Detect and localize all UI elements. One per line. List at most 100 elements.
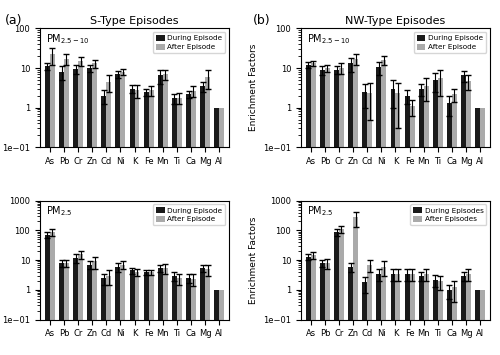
Bar (219, 108, 224, 355)
Bar (447, 290, 452, 355)
Bar (376, 67, 382, 355)
Bar (144, 92, 148, 355)
Bar (334, 232, 339, 355)
Bar (73, 69, 78, 355)
Bar (172, 98, 177, 355)
Bar (334, 70, 339, 355)
Bar (396, 274, 400, 355)
Bar (376, 274, 382, 355)
Bar (120, 72, 126, 355)
Text: PM$_{2.5}$: PM$_{2.5}$ (306, 204, 334, 218)
Bar (59, 72, 64, 355)
Legend: During Episode, After Episode: During Episode, After Episode (153, 32, 226, 53)
Bar (325, 263, 330, 355)
Bar (102, 278, 106, 355)
Bar (205, 77, 210, 355)
Bar (461, 275, 466, 355)
Bar (130, 89, 134, 355)
Bar (424, 86, 428, 355)
Bar (177, 98, 182, 355)
Bar (106, 275, 112, 355)
Bar (320, 263, 325, 355)
Bar (148, 90, 154, 355)
Bar (116, 74, 120, 355)
Bar (45, 235, 50, 355)
Bar (200, 86, 205, 355)
Text: PM$_{2.5-10}$: PM$_{2.5-10}$ (306, 32, 350, 46)
Bar (92, 64, 97, 355)
Legend: During Episode, After Episode: During Episode, After Episode (153, 204, 226, 225)
Bar (339, 68, 344, 355)
Bar (191, 279, 196, 355)
Bar (480, 290, 485, 355)
Bar (88, 265, 92, 355)
Legend: During Episode, After Episode: During Episode, After Episode (414, 32, 486, 53)
Bar (424, 274, 428, 355)
Bar (353, 217, 358, 355)
Bar (59, 263, 64, 355)
Bar (382, 60, 386, 355)
Bar (64, 263, 69, 355)
Bar (45, 66, 50, 355)
Bar (438, 281, 442, 355)
Bar (362, 92, 367, 355)
Bar (120, 265, 126, 355)
Bar (106, 82, 112, 355)
Bar (88, 68, 92, 355)
Bar (144, 272, 148, 355)
Text: PM$_{2.5-10}$: PM$_{2.5-10}$ (46, 32, 90, 46)
Bar (438, 78, 442, 355)
Bar (134, 90, 140, 355)
Title: NW-Type Episodes: NW-Type Episodes (346, 16, 446, 26)
Bar (433, 280, 438, 355)
Bar (325, 68, 330, 355)
Bar (116, 267, 120, 355)
Bar (158, 75, 163, 355)
Bar (73, 258, 78, 355)
Bar (418, 275, 424, 355)
Bar (205, 269, 210, 355)
Bar (311, 64, 316, 355)
Y-axis label: Enrichment Factors: Enrichment Factors (248, 44, 258, 131)
Y-axis label: Enrichment Factors: Enrichment Factors (248, 217, 258, 304)
Bar (134, 272, 140, 355)
Bar (410, 274, 414, 355)
Bar (311, 255, 316, 355)
Bar (306, 65, 311, 355)
Bar (410, 106, 414, 355)
Bar (219, 290, 224, 355)
Text: (a): (a) (5, 14, 22, 27)
Bar (418, 89, 424, 355)
Bar (191, 91, 196, 355)
Bar (353, 59, 358, 355)
Bar (433, 80, 438, 355)
Bar (102, 96, 106, 355)
Bar (452, 288, 457, 355)
Bar (466, 81, 471, 355)
Bar (404, 96, 409, 355)
Bar (50, 232, 55, 355)
Bar (92, 261, 97, 355)
Bar (306, 257, 311, 355)
Bar (186, 94, 191, 355)
Text: (b): (b) (252, 14, 270, 27)
Bar (382, 267, 386, 355)
Bar (214, 290, 219, 355)
Bar (367, 265, 372, 355)
Bar (158, 268, 163, 355)
Bar (172, 275, 177, 355)
Bar (130, 271, 134, 355)
Bar (177, 278, 182, 355)
Bar (390, 274, 396, 355)
Bar (461, 75, 466, 355)
Bar (475, 108, 480, 355)
Bar (320, 70, 325, 355)
Bar (404, 274, 409, 355)
Bar (78, 254, 83, 355)
Bar (447, 103, 452, 355)
Bar (200, 268, 205, 355)
Bar (390, 89, 396, 355)
Bar (362, 282, 367, 355)
Bar (186, 278, 191, 355)
Bar (452, 94, 457, 355)
